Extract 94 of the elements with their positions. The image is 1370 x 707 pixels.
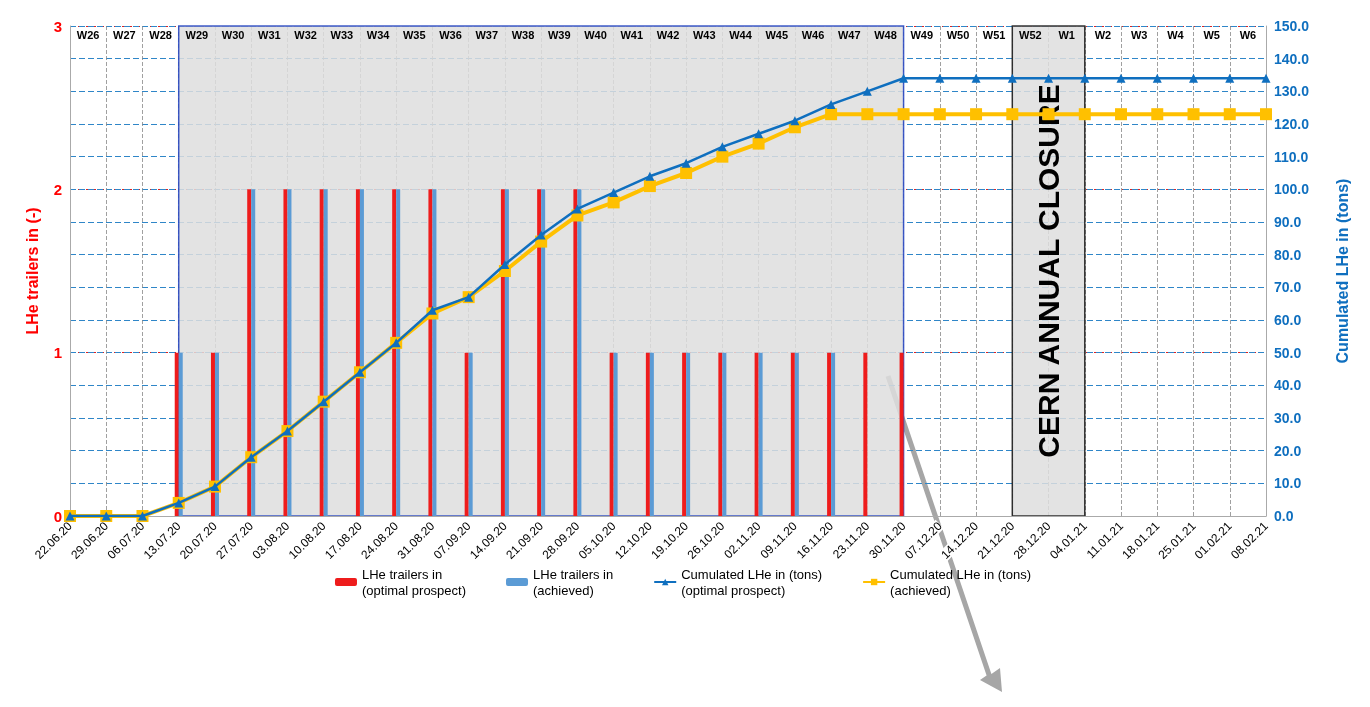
annotation: W3	[1130, 28, 1148, 41]
y2-tick-label: 130.0	[1274, 83, 1310, 100]
y2-tick-label: 30.0	[1274, 410, 1302, 426]
y2-tick-label: 80.0	[1274, 246, 1302, 263]
y2-tick-label: 60.0	[1274, 312, 1302, 328]
point	[897, 108, 910, 121]
point	[716, 150, 729, 163]
annotation: W50	[946, 28, 970, 41]
point	[1187, 108, 1200, 121]
point	[1006, 108, 1019, 121]
y2-tick-label: 20.0	[1274, 442, 1302, 459]
y2-tick-label: 120.0	[1274, 116, 1310, 132]
point	[536, 230, 546, 240]
point	[1116, 73, 1126, 83]
annotation: W38	[511, 28, 535, 41]
annotation: W27	[113, 28, 136, 41]
annotation: W1	[1058, 28, 1075, 41]
y-axis-title: LHe trailers in (-)	[23, 207, 41, 335]
annotation: W28	[149, 28, 172, 41]
point	[970, 108, 983, 121]
annotation: W40	[584, 28, 607, 41]
annotation: W47	[837, 28, 861, 41]
y2-tick-label: 140.0	[1274, 50, 1310, 67]
y2-tick-label: 100.0	[1274, 181, 1310, 198]
point	[680, 167, 693, 179]
annotation: W36	[439, 28, 462, 41]
y2-tick-label: 50.0	[1274, 344, 1302, 361]
point	[933, 108, 946, 121]
annotation: W44	[729, 28, 753, 41]
point	[1078, 108, 1091, 121]
annotation: W45	[765, 28, 789, 41]
annotation: W48	[874, 28, 897, 41]
annotation: W6	[1239, 28, 1257, 41]
point	[1115, 108, 1128, 121]
annotation: W29	[185, 28, 209, 41]
point	[861, 108, 874, 121]
point	[899, 73, 909, 83]
point	[752, 137, 765, 150]
y-tick-label: 3	[53, 17, 62, 35]
y2-tick-label: 10.0	[1274, 475, 1302, 492]
point	[1225, 73, 1235, 83]
annotation: W39	[547, 28, 571, 41]
annotation: W43	[692, 28, 716, 41]
point	[1260, 108, 1272, 121]
point	[607, 196, 620, 209]
annotation: W33	[330, 28, 354, 41]
point	[1189, 73, 1199, 83]
annotation: W37	[475, 28, 499, 41]
y-tick-label: 2	[53, 180, 62, 198]
annotation: W5	[1203, 28, 1220, 41]
point	[645, 171, 655, 181]
y2-tick-label: 150.0	[1274, 18, 1310, 34]
point	[826, 99, 836, 109]
y-tick-label: 1	[53, 344, 62, 362]
point	[862, 86, 872, 96]
annotation: W52	[1019, 28, 1042, 41]
y2-tick-label: 90.0	[1274, 214, 1302, 230]
legend-label: LHe trailers in (optimal prospect)	[361, 566, 467, 598]
annotation: W49	[910, 28, 934, 41]
point	[1223, 108, 1236, 121]
point	[1007, 73, 1017, 83]
point	[643, 180, 656, 193]
annotation: W34	[366, 28, 391, 41]
point	[825, 108, 838, 121]
point	[971, 73, 981, 83]
legend-label: LHe trailers in (achieved)	[533, 566, 614, 598]
annotation: W51	[982, 28, 1006, 41]
point	[1152, 73, 1162, 83]
point	[609, 188, 619, 198]
annotation: W42	[656, 28, 680, 41]
point	[1044, 73, 1054, 83]
annotation: W4	[1167, 28, 1185, 41]
point	[935, 73, 945, 83]
y2-tick-label: 110.0	[1274, 148, 1309, 165]
point	[1080, 73, 1090, 83]
y2-tick-label: 70.0	[1274, 279, 1302, 296]
annotation: W31	[258, 28, 281, 41]
annotation: W46	[801, 28, 825, 41]
annotation: W2	[1094, 28, 1112, 41]
annotation: W30	[221, 28, 245, 41]
annotation: W26	[76, 28, 100, 41]
point	[1151, 108, 1164, 121]
annotation: W32	[294, 28, 317, 41]
annotation: W35	[402, 28, 426, 41]
y2-axis-title: Cumulated LHe in (tons)	[1333, 178, 1351, 364]
point	[681, 158, 691, 168]
annotation: W41	[620, 28, 644, 41]
legend-label: Cumulated LHe in (tons) (achieved)	[890, 566, 1032, 598]
legend-label: Cumulated LHe in (tons) (optimal prospect)	[681, 566, 823, 598]
point	[754, 129, 764, 139]
y2-tick-label: 0.0	[1274, 508, 1294, 524]
y-tick-label: 0	[53, 507, 62, 525]
y2-tick-label: 40.0	[1274, 377, 1302, 394]
point	[1261, 73, 1271, 83]
